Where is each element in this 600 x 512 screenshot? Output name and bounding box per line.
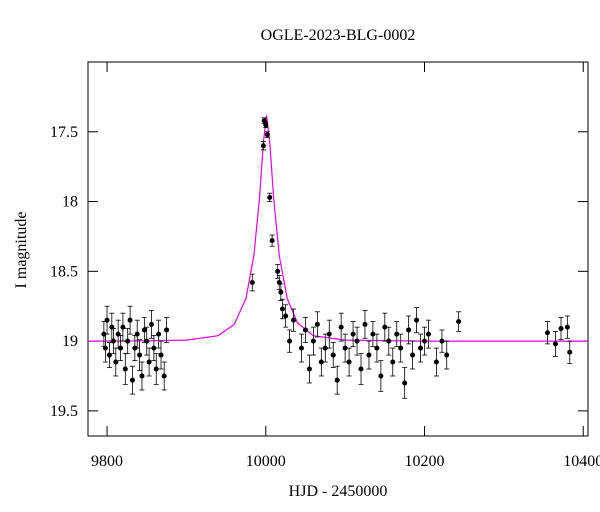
data-point — [552, 341, 558, 347]
data-point — [378, 373, 384, 379]
data-point — [362, 321, 368, 327]
data-point — [433, 359, 439, 365]
x-tick-label: 10400 — [563, 453, 600, 470]
data-point — [161, 373, 167, 379]
data-point — [354, 338, 360, 344]
data-point — [422, 338, 428, 344]
plot-frame — [87, 61, 589, 437]
data-point — [306, 366, 312, 372]
data-point — [269, 238, 275, 244]
data-point — [151, 345, 157, 351]
data-point — [310, 338, 316, 344]
data-point — [102, 345, 108, 351]
data-point — [134, 331, 140, 337]
y-tick-label: 18.5 — [50, 263, 78, 280]
data-point — [545, 330, 551, 336]
data-point — [322, 345, 328, 351]
data-point — [141, 327, 147, 333]
data-point — [350, 331, 356, 337]
data-point — [267, 194, 273, 200]
data-point — [314, 321, 320, 327]
data-point — [334, 377, 340, 383]
data-point — [263, 122, 269, 128]
data-point — [137, 352, 143, 358]
y-tick-label: 19 — [62, 333, 78, 350]
data-point — [139, 373, 145, 379]
data-point — [398, 345, 404, 351]
data-point — [120, 324, 126, 330]
data-point — [146, 359, 152, 365]
data-point — [110, 338, 116, 344]
data-point — [278, 289, 284, 295]
data-point — [425, 331, 431, 337]
data-point — [444, 352, 450, 358]
data-point — [382, 324, 388, 330]
data-point — [366, 352, 372, 358]
data-point — [122, 366, 128, 372]
data-point — [558, 326, 564, 332]
data-point — [338, 324, 344, 330]
data-point — [113, 359, 119, 365]
data-point — [298, 345, 304, 351]
data-point — [390, 359, 396, 365]
x-tick-label: 10200 — [405, 453, 445, 470]
data-point — [439, 338, 445, 344]
x-axis-label: HJD - 2450000 — [289, 483, 388, 500]
data-point — [287, 338, 293, 344]
data-point — [291, 317, 297, 323]
data-point — [249, 279, 255, 285]
data-point — [148, 321, 154, 327]
data-point — [125, 338, 131, 344]
data-point — [374, 345, 380, 351]
data-point — [158, 352, 164, 358]
data-point — [118, 345, 124, 351]
data-point — [386, 338, 392, 344]
data-point — [326, 331, 332, 337]
data-point — [370, 331, 376, 337]
data-point — [144, 338, 150, 344]
data-point — [346, 359, 352, 365]
data-point — [106, 352, 112, 358]
y-axis-label: I magnitude — [13, 212, 30, 289]
y-tick-label: 19.5 — [50, 403, 78, 420]
data-point — [342, 345, 348, 351]
data-point — [402, 380, 408, 386]
x-tick-label: 9800 — [91, 453, 123, 470]
data-point — [279, 306, 285, 312]
data-point — [394, 331, 400, 337]
data-point — [567, 349, 573, 355]
data-point — [456, 319, 462, 325]
data-point — [153, 366, 159, 372]
data-point — [406, 327, 412, 333]
data-point — [318, 359, 324, 365]
data-point — [330, 352, 336, 358]
data-point — [129, 377, 135, 383]
y-tick-label: 17.5 — [50, 124, 78, 141]
data-point — [418, 345, 424, 351]
chart-title: OGLE-2023-BLG-0002 — [261, 27, 416, 44]
data-point — [414, 317, 420, 323]
data-point — [164, 327, 170, 333]
model-curve — [87, 115, 588, 342]
data-point — [127, 317, 133, 323]
y-tick-label: 18 — [62, 194, 78, 211]
data-point — [275, 268, 281, 274]
x-tick-label: 10000 — [246, 453, 286, 470]
data-point — [104, 317, 110, 323]
data-point — [410, 352, 416, 358]
data-point — [358, 366, 364, 372]
data-point — [260, 143, 266, 149]
data-point — [283, 313, 289, 319]
data-point — [564, 324, 570, 330]
data-point — [156, 331, 162, 337]
data-point — [264, 132, 270, 138]
data-point — [302, 327, 308, 333]
